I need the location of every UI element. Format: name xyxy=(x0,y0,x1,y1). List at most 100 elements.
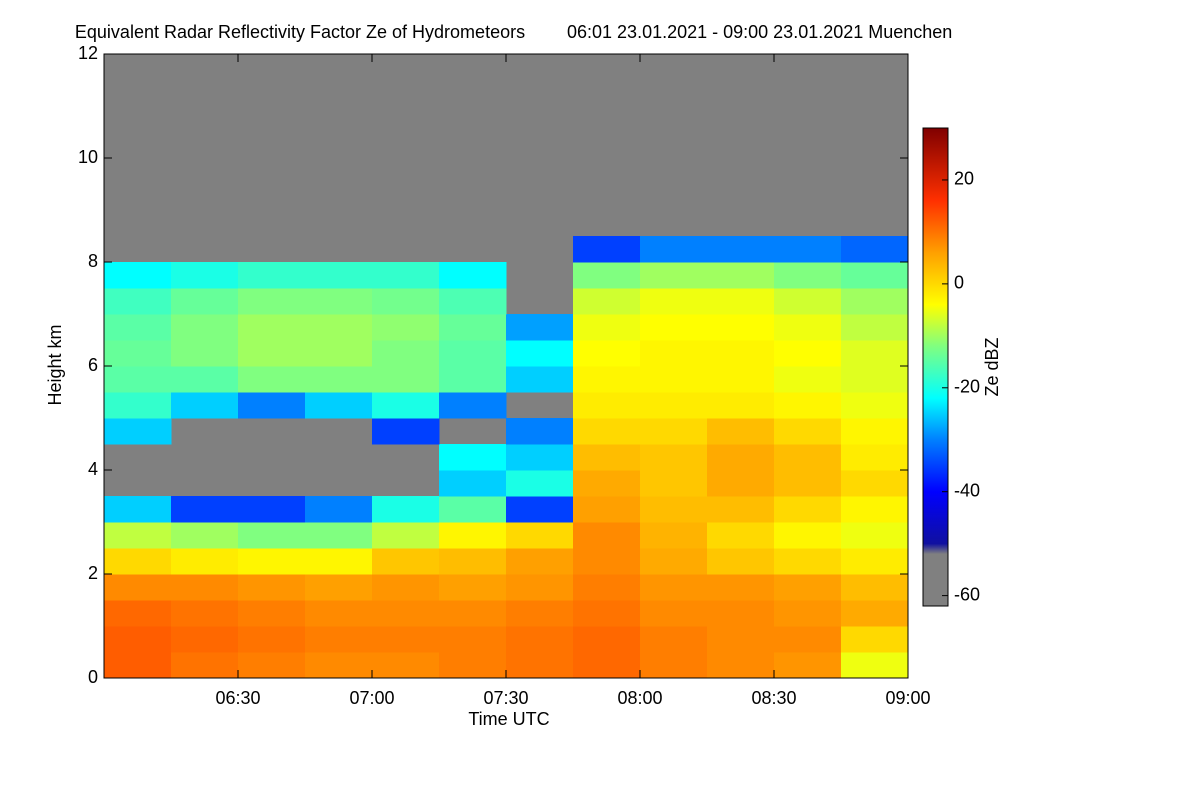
heatmap-cell xyxy=(707,652,775,679)
heatmap-cell xyxy=(372,418,440,445)
heatmap-cell xyxy=(305,522,373,549)
heatmap-cell xyxy=(506,496,574,523)
heatmap-cell xyxy=(305,314,373,341)
heatmap-cell xyxy=(439,470,507,497)
colorbar-tick-label: 0 xyxy=(954,273,964,293)
heatmap-cell xyxy=(171,600,239,627)
heatmap-cell xyxy=(774,418,842,445)
heatmap-cell xyxy=(305,392,373,419)
x-tick-label: 06:30 xyxy=(215,688,260,708)
y-tick-label: 2 xyxy=(88,563,98,583)
heatmap-cell xyxy=(171,288,239,315)
x-tick-label: 09:00 xyxy=(885,688,930,708)
heatmap-cell xyxy=(305,600,373,627)
x-axis-label: Time UTC xyxy=(468,709,549,729)
heatmap-cell xyxy=(372,262,440,289)
heatmap-cell xyxy=(774,626,842,653)
heatmap-cell xyxy=(774,392,842,419)
heatmap-cell xyxy=(640,392,708,419)
heatmap-cell xyxy=(774,600,842,627)
heatmap-cell xyxy=(439,626,507,653)
heatmap-cell xyxy=(238,262,306,289)
heatmap-cell xyxy=(774,340,842,367)
heatmap-cell xyxy=(238,626,306,653)
heatmap-cell xyxy=(372,652,440,679)
heatmap-cell xyxy=(774,314,842,341)
heatmap-cell xyxy=(707,522,775,549)
y-tick-label: 8 xyxy=(88,251,98,271)
heatmap-cell xyxy=(841,444,909,471)
chart-title: Equivalent Radar Reflectivity Factor Ze … xyxy=(75,22,525,42)
heatmap-cell xyxy=(707,314,775,341)
heatmap-cell xyxy=(238,366,306,393)
heatmap-cell xyxy=(707,600,775,627)
heatmap-cell xyxy=(104,626,172,653)
heatmap-cell xyxy=(774,496,842,523)
heatmap-cell xyxy=(640,470,708,497)
heatmap-cell xyxy=(640,340,708,367)
heatmap-cell xyxy=(841,652,909,679)
heatmap-cell xyxy=(707,548,775,575)
heatmap-cell xyxy=(573,574,641,601)
heatmap-cell xyxy=(707,340,775,367)
heatmap-cell xyxy=(104,600,172,627)
heatmap-cell xyxy=(171,574,239,601)
y-tick-label: 6 xyxy=(88,355,98,375)
heatmap-cell xyxy=(573,600,641,627)
heatmap-cell xyxy=(640,262,708,289)
heatmap-cell xyxy=(439,522,507,549)
heatmap-cell xyxy=(439,574,507,601)
heatmap-cell xyxy=(841,496,909,523)
heatmap-cell xyxy=(372,392,440,419)
heatmap-cell xyxy=(305,626,373,653)
heatmap-cell xyxy=(640,418,708,445)
heatmap-cell xyxy=(774,236,842,263)
heatmap-cell xyxy=(841,470,909,497)
heatmap-cell xyxy=(372,548,440,575)
heatmap-cell xyxy=(707,496,775,523)
heatmap-cell xyxy=(640,444,708,471)
heatmap-cell xyxy=(774,652,842,679)
heatmap-cell xyxy=(104,366,172,393)
y-tick-label: 0 xyxy=(88,667,98,687)
heatmap-cell xyxy=(372,574,440,601)
heatmap-cell xyxy=(506,418,574,445)
x-tick-label: 08:30 xyxy=(751,688,796,708)
heatmap-cell xyxy=(774,548,842,575)
heatmap-cell xyxy=(305,574,373,601)
heatmap-cell xyxy=(372,314,440,341)
heatmap-cell xyxy=(305,288,373,315)
heatmap-cell xyxy=(640,314,708,341)
heatmap-cell xyxy=(573,366,641,393)
heatmap-cell xyxy=(439,548,507,575)
heatmap-cell xyxy=(171,496,239,523)
heatmap-cell xyxy=(104,522,172,549)
heatmap-cell xyxy=(841,418,909,445)
heatmap-cell xyxy=(573,444,641,471)
heatmap-cell xyxy=(238,522,306,549)
heatmap-cell xyxy=(841,574,909,601)
heatmap-cell xyxy=(573,392,641,419)
heatmap-cell xyxy=(640,496,708,523)
heatmap-cell xyxy=(841,522,909,549)
heatmap-cell xyxy=(707,262,775,289)
colorbar-label: Ze dBZ xyxy=(982,337,1002,396)
heatmap-cell xyxy=(841,392,909,419)
heatmap-cell xyxy=(573,522,641,549)
colorbar-tick-label: -40 xyxy=(954,480,980,500)
heatmap-cell xyxy=(774,366,842,393)
colorbar xyxy=(922,127,949,607)
heatmap-cell xyxy=(238,548,306,575)
heatmap-cell xyxy=(238,340,306,367)
heatmap-cell xyxy=(506,522,574,549)
heatmap-cell xyxy=(439,392,507,419)
heatmap-cell xyxy=(305,548,373,575)
heatmap-cell xyxy=(640,652,708,679)
heatmap-cell xyxy=(841,548,909,575)
heatmap-cell xyxy=(506,340,574,367)
heatmap-cell xyxy=(774,574,842,601)
chart-subtitle: 06:01 23.01.2021 - 09:00 23.01.2021 Muen… xyxy=(567,22,952,42)
heatmap-cell xyxy=(573,626,641,653)
heatmap-cell xyxy=(506,652,574,679)
heatmap-cell xyxy=(305,366,373,393)
